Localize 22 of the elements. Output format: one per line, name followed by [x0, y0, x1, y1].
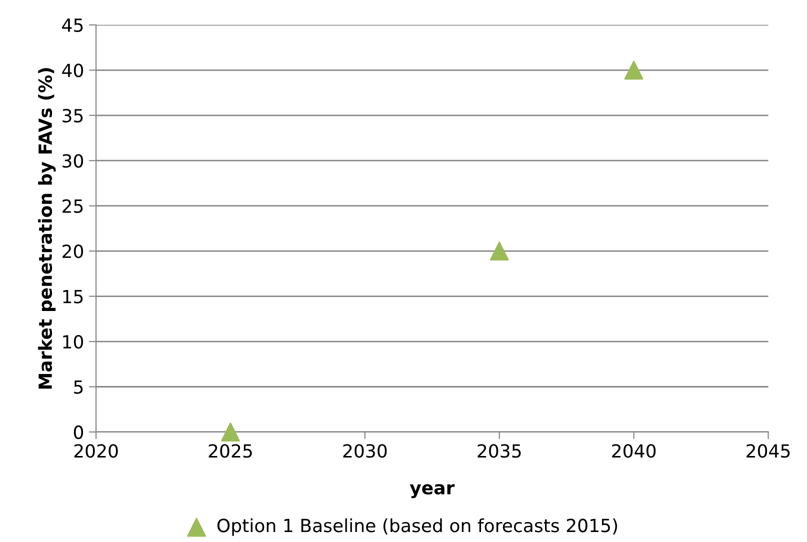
y-tick-label: 30	[62, 154, 84, 168]
y-tick-label: 40	[62, 64, 84, 78]
y-tick-label: 5	[74, 380, 83, 394]
y-axis-title: Market penetration by FAVs (%)	[38, 68, 56, 389]
x-tick-label: 2040	[612, 444, 656, 458]
y-tick-label: 15	[63, 290, 83, 304]
y-tick-label: 10	[63, 334, 84, 349]
x-tick-label: 2025	[208, 444, 252, 458]
x-tick-label: 2020	[74, 444, 118, 458]
y-tick-label: 0	[74, 425, 84, 440]
y-tick-label: 45	[62, 18, 83, 32]
x-tick-label: 2035	[478, 444, 521, 458]
y-tick-label: 25	[62, 199, 83, 213]
x-axis-title: year	[410, 484, 455, 498]
legend-label: Option 1 Baseline (based on forecasts 2015)	[217, 518, 618, 536]
point	[490, 242, 509, 261]
x-tick-label: 2030	[343, 444, 387, 458]
y-tick-label: 35	[62, 108, 83, 122]
point	[624, 60, 644, 80]
point	[221, 422, 240, 442]
x-tick-label: 2045	[746, 444, 790, 458]
y-tick-label: 20	[62, 244, 84, 258]
